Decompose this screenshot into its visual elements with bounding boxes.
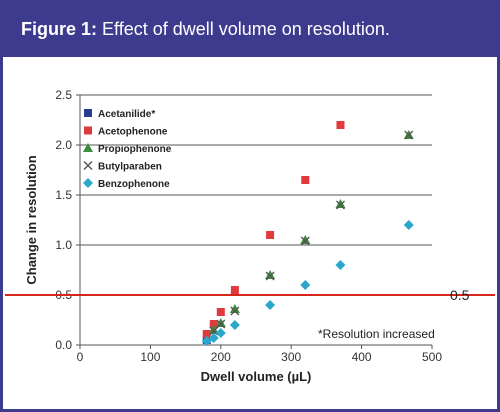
data-point [208, 333, 219, 343]
data-point [300, 236, 310, 246]
data-point [229, 304, 240, 313]
annotation-text: *Resolution increased [318, 327, 435, 341]
data-point [216, 319, 226, 329]
legend-marker [84, 109, 92, 117]
legend-label: Butylparaben [98, 162, 162, 173]
legend-label: Acetanilide* [98, 109, 155, 120]
x-tick-label: 100 [140, 350, 160, 364]
figure-header: Figure 1: Effect of dwell volume on reso… [3, 3, 497, 57]
y-tick-label: 1.0 [55, 238, 72, 252]
data-point [335, 199, 346, 208]
legend-label: Propiophenone [98, 144, 172, 155]
x-tick-label: 500 [422, 350, 442, 364]
y-axis-title: Change in resolution [24, 155, 39, 284]
data-point [229, 320, 240, 330]
figure-caption: Figure 1: Effect of dwell volume on reso… [21, 19, 390, 40]
y-tick-label: 2.0 [55, 138, 72, 152]
legend-marker [83, 143, 93, 152]
x-axis-title: Dwell volume (µL) [201, 369, 312, 384]
data-point [208, 325, 219, 334]
y-tick-label: 2.5 [55, 88, 72, 102]
data-point [300, 280, 311, 290]
y-tick-label: 1.5 [55, 188, 72, 202]
data-point [265, 270, 276, 279]
x-tick-label: 300 [281, 350, 301, 364]
data-point [201, 336, 212, 346]
data-point [215, 328, 226, 338]
figure-caption-text: Effect of dwell volume on resolution. [102, 19, 390, 39]
data-point [336, 121, 345, 129]
data-point [403, 220, 414, 230]
data-point [404, 130, 414, 140]
data-point [265, 300, 276, 310]
x-tick-label: 400 [352, 350, 372, 364]
legend-label: Benzophenone [98, 179, 170, 190]
data-point [209, 326, 219, 336]
x-tick-label: 200 [211, 350, 231, 364]
reference-line-label: 0.5 [450, 287, 470, 303]
data-point [215, 318, 226, 327]
data-point [335, 260, 346, 270]
figure-label: Figure 1: [21, 19, 98, 39]
data-point [216, 308, 225, 316]
legend-marker [84, 126, 92, 135]
data-point [335, 200, 345, 210]
data-point [301, 176, 310, 184]
data-point [230, 306, 240, 316]
legend-marker [83, 178, 93, 188]
data-point [266, 231, 275, 239]
x-tick-label: 0 [77, 350, 84, 364]
data-point [265, 271, 275, 281]
data-point [209, 320, 218, 328]
legend-label: Acetophenone [98, 127, 168, 138]
data-point [202, 330, 211, 338]
data-point [230, 286, 239, 294]
y-tick-label: 0.0 [55, 338, 72, 352]
data-point [300, 235, 311, 244]
legend-marker [83, 161, 93, 170]
